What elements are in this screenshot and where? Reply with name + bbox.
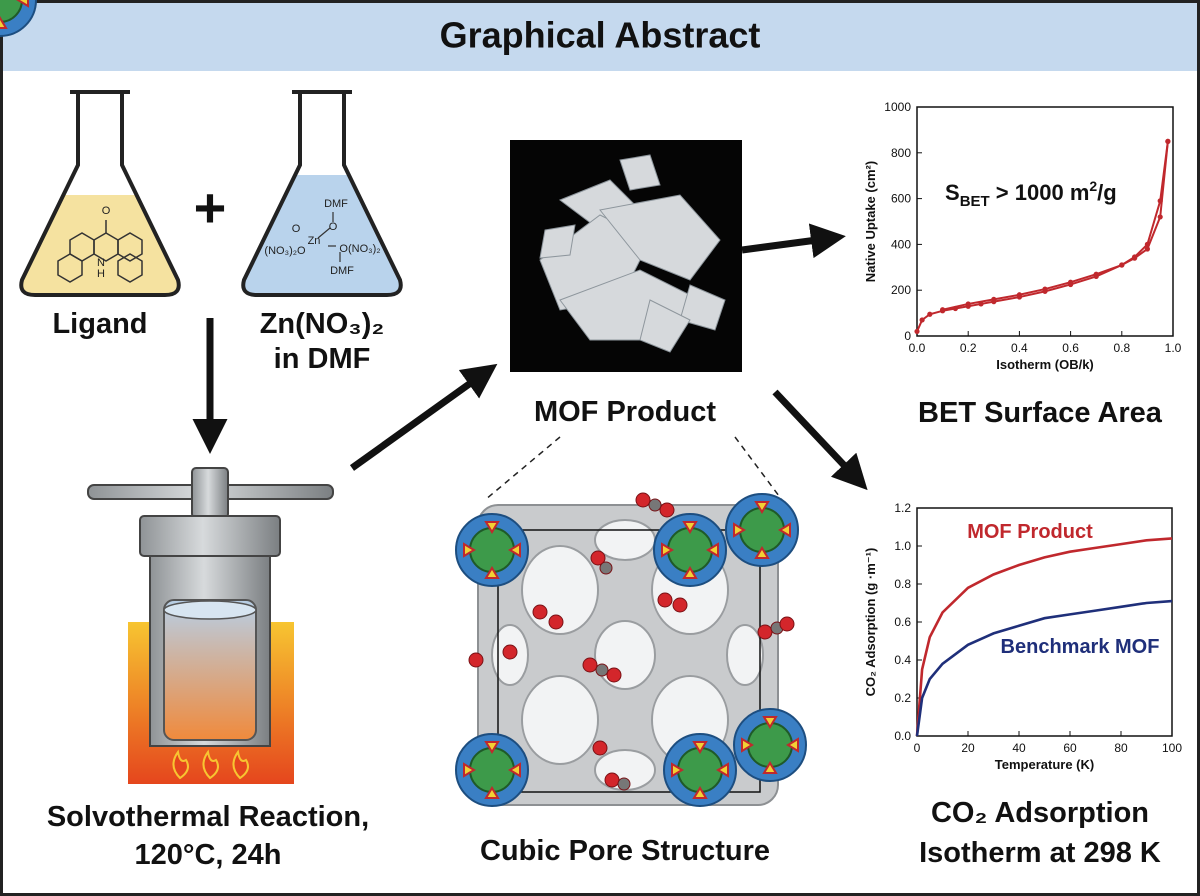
annotation-text: S <box>945 180 960 205</box>
metal-label: in DMF <box>274 343 371 375</box>
y-tick-label: 1.0 <box>894 539 911 553</box>
series-line <box>915 599 1173 737</box>
plot-frame <box>916 106 1174 337</box>
ligand-flask <box>19 90 181 297</box>
annotation: SBET > 1000 m2/g <box>945 178 1117 210</box>
y-tick-label: 0.8 <box>894 577 911 591</box>
x-tick-label: 1.0 <box>1165 341 1182 355</box>
marker <box>1068 279 1074 285</box>
x-axis-label: Isotherm (OB/k) <box>996 357 1094 372</box>
header-band <box>3 3 1197 71</box>
atom: O <box>329 221 338 233</box>
product-label: MOF Product <box>534 396 716 428</box>
cubic-structure <box>0 0 807 807</box>
marker <box>1132 255 1138 261</box>
marker <box>1157 214 1163 220</box>
atom: DMF <box>324 198 348 210</box>
x-tick-label: 0.4 <box>1011 341 1028 355</box>
plus: + <box>194 176 227 239</box>
annotation-tail: /g <box>1097 180 1117 205</box>
x-tick-label: 100 <box>1162 741 1182 755</box>
x-tick-label: 0.8 <box>1113 341 1130 355</box>
chart-caption: CO₂ Adsorption <box>931 797 1149 829</box>
arrow <box>741 223 846 259</box>
y-tick-label: 0.4 <box>894 653 911 667</box>
atom: Zn <box>308 235 321 247</box>
marker <box>965 301 971 307</box>
ligand-label: Ligand <box>52 308 147 340</box>
y-tick-label: 0.0 <box>894 729 911 743</box>
atom: DMF <box>330 265 354 277</box>
marker <box>1016 292 1023 298</box>
atom: N <box>97 257 105 269</box>
autoclave <box>87 467 334 784</box>
marker <box>919 317 925 323</box>
y-tick-label: 0 <box>904 329 911 343</box>
y-tick-label: 0.6 <box>894 615 911 629</box>
crystal-photo <box>510 140 742 372</box>
y-axis-label: CO₂ Adsorption (g ·m⁻¹) <box>863 548 878 697</box>
x-tick-label: 20 <box>961 741 975 755</box>
series-line <box>915 537 1173 737</box>
x-tick-label: 0 <box>914 741 921 755</box>
y-tick-label: 400 <box>891 237 911 251</box>
marker <box>914 328 920 335</box>
legend-label: Benchmark MOF <box>1001 636 1160 658</box>
structure-label: Cubic Pore Structure <box>480 835 770 867</box>
arrow <box>772 389 868 491</box>
marker <box>1165 138 1171 144</box>
marker <box>1144 246 1150 252</box>
annotation-sub: BET <box>960 193 990 210</box>
atom: (NO₃)₂O <box>264 245 306 257</box>
metal-flask <box>241 90 403 297</box>
x-tick-label: 40 <box>1012 741 1026 755</box>
atom: O(NO₃)₂ <box>339 243 380 255</box>
y-tick-label: 800 <box>891 146 911 160</box>
marker <box>1119 262 1125 268</box>
y-tick-label: 600 <box>891 192 911 206</box>
atom: O <box>292 223 301 235</box>
x-tick-label: 0.0 <box>909 341 926 355</box>
marker <box>940 307 946 313</box>
chart-caption: BET Surface Area <box>918 397 1163 429</box>
x-tick-label: 0.2 <box>960 341 977 355</box>
reaction-label: Solvothermal Reaction, <box>47 801 369 833</box>
marker <box>991 296 997 302</box>
x-axis-label: Temperature (K) <box>995 757 1094 772</box>
marker <box>1093 271 1099 277</box>
x-tick-label: 60 <box>1063 741 1077 755</box>
y-tick-label: 200 <box>891 283 911 297</box>
marker <box>1042 286 1048 292</box>
x-tick-label: 0.6 <box>1062 341 1079 355</box>
arrow <box>349 363 498 471</box>
title: Graphical Abstract <box>440 15 761 56</box>
metal-label: Zn(NO₃)₂ <box>260 308 385 340</box>
y-axis-label: Native Uptake (cm²) <box>863 161 878 282</box>
y-tick-label: 1000 <box>884 100 911 114</box>
chart-caption: Isotherm at 298 K <box>919 837 1161 869</box>
annotation-sup: 2 <box>1089 178 1097 194</box>
reaction-label: 120°C, 24h <box>134 839 281 871</box>
legend-label: MOF Product <box>967 521 1093 543</box>
annotation-rest: > 1000 m <box>990 180 1090 205</box>
atom: H <box>97 268 105 280</box>
x-tick-label: 80 <box>1114 741 1128 755</box>
series-line <box>942 141 1169 311</box>
marker <box>927 311 933 317</box>
y-tick-label: 0.2 <box>894 691 911 705</box>
atom: O <box>102 205 111 217</box>
y-tick-label: 1.2 <box>894 501 911 515</box>
